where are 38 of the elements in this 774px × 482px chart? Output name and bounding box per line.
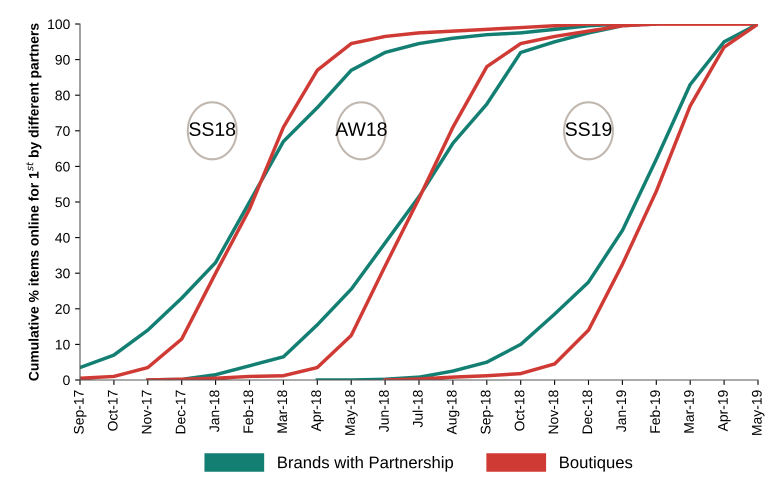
- x-tick-label: Dec-18: [582, 390, 592, 434]
- x-tick-label: Apr-19: [718, 390, 731, 432]
- x-tick-label: May-18: [345, 390, 358, 435]
- x-tick-label: Jun-18: [378, 390, 389, 432]
- y-tick-label: 70: [56, 126, 70, 136]
- annotation: SS18: [189, 122, 236, 136]
- x-tick-label: Apr-18: [311, 390, 324, 432]
- annotation: AW18: [335, 122, 387, 136]
- x-tick-label: Oct-17: [108, 390, 118, 431]
- x-tick-label: Sep-17: [74, 390, 86, 434]
- y-tick-label: 30: [55, 268, 70, 278]
- legend-label: Boutiques: [560, 456, 632, 472]
- x-tick-label: Aug-18: [446, 390, 460, 434]
- x-tick-label: Oct-18: [514, 390, 524, 431]
- x-tick-label: Mar-18: [277, 390, 288, 433]
- y-tick-label: 20: [56, 304, 70, 314]
- x-tick-label: Mar-19: [684, 390, 694, 433]
- y-tick-label: 80: [55, 90, 70, 100]
- y-tick-label: 0: [63, 375, 70, 386]
- x-tick-label: Feb-19: [650, 390, 660, 433]
- y-axis-title: Cumulative % items online for 1$^{st}$ by different partners: [26, 24, 42, 381]
- annotation: SS19: [566, 122, 612, 136]
- x-tick-label: Sep-18: [480, 390, 494, 434]
- x-tick-label: Jan-18: [209, 390, 220, 432]
- x-tick-label: Feb-18: [243, 390, 254, 433]
- x-tick-label: Nov-18: [548, 390, 558, 434]
- y-tick-label: 40: [55, 232, 70, 243]
- y-tick-label: 10: [56, 340, 70, 350]
- x-tick-label: Dec-17: [176, 390, 186, 434]
- x-tick-label: Jul-18: [412, 390, 423, 428]
- y-tick-label: 50: [55, 197, 70, 208]
- x-tick-label: Nov-17: [142, 390, 152, 434]
- legend-label: Brands with Partnership: [278, 456, 454, 472]
- y-tick-label: 90: [55, 54, 70, 65]
- x-tick-label: May-19: [752, 390, 764, 435]
- y-tick-label: 100: [48, 19, 70, 30]
- y-tick-label: 60: [56, 162, 70, 172]
- x-tick-label: Jan-19: [616, 390, 626, 432]
